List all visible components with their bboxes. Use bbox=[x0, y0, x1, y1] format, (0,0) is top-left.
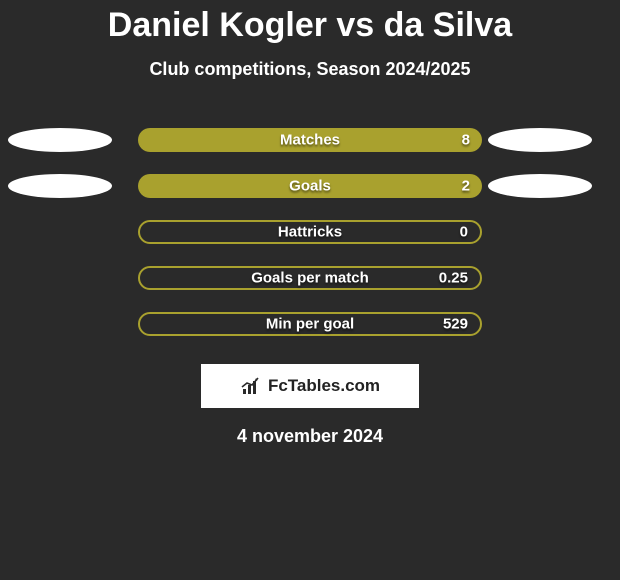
player-right-chip bbox=[488, 128, 592, 152]
stat-bar: Matches 8 bbox=[138, 128, 482, 152]
subtitle: Club competitions, Season 2024/2025 bbox=[0, 59, 620, 80]
stat-bar: Goals 2 bbox=[138, 174, 482, 198]
page-title: Daniel Kogler vs da Silva bbox=[0, 0, 620, 45]
stat-bar: Hattricks 0 bbox=[138, 220, 482, 244]
brand-text: FcTables.com bbox=[268, 376, 380, 396]
brand-badge[interactable]: FcTables.com bbox=[201, 364, 419, 408]
chart-icon bbox=[240, 377, 262, 395]
stat-row: Min per goal 529 bbox=[0, 312, 620, 336]
player-left-chip bbox=[8, 174, 112, 198]
player-right-chip bbox=[488, 174, 592, 198]
stat-value: 0 bbox=[460, 224, 468, 241]
comparison-card: Daniel Kogler vs da Silva Club competiti… bbox=[0, 0, 620, 580]
stats-rows: Matches 8 Goals 2 Hattricks 0 Goals per match 0… bbox=[0, 128, 620, 336]
stat-value: 529 bbox=[443, 316, 468, 333]
stat-label: Goals bbox=[289, 178, 331, 195]
stat-label: Min per goal bbox=[266, 316, 354, 333]
stat-row: Goals per match 0.25 bbox=[0, 266, 620, 290]
stat-label: Matches bbox=[280, 132, 340, 149]
stat-bar: Min per goal 529 bbox=[138, 312, 482, 336]
date-text: 4 november 2024 bbox=[0, 426, 620, 447]
stat-value: 8 bbox=[462, 132, 470, 149]
stat-value: 0.25 bbox=[439, 270, 468, 287]
stat-row: Hattricks 0 bbox=[0, 220, 620, 244]
stat-row: Matches 8 bbox=[0, 128, 620, 152]
player-left-chip bbox=[8, 128, 112, 152]
stat-label: Hattricks bbox=[278, 224, 342, 241]
stat-value: 2 bbox=[462, 178, 470, 195]
stat-label: Goals per match bbox=[251, 270, 369, 287]
stat-bar: Goals per match 0.25 bbox=[138, 266, 482, 290]
stat-row: Goals 2 bbox=[0, 174, 620, 198]
